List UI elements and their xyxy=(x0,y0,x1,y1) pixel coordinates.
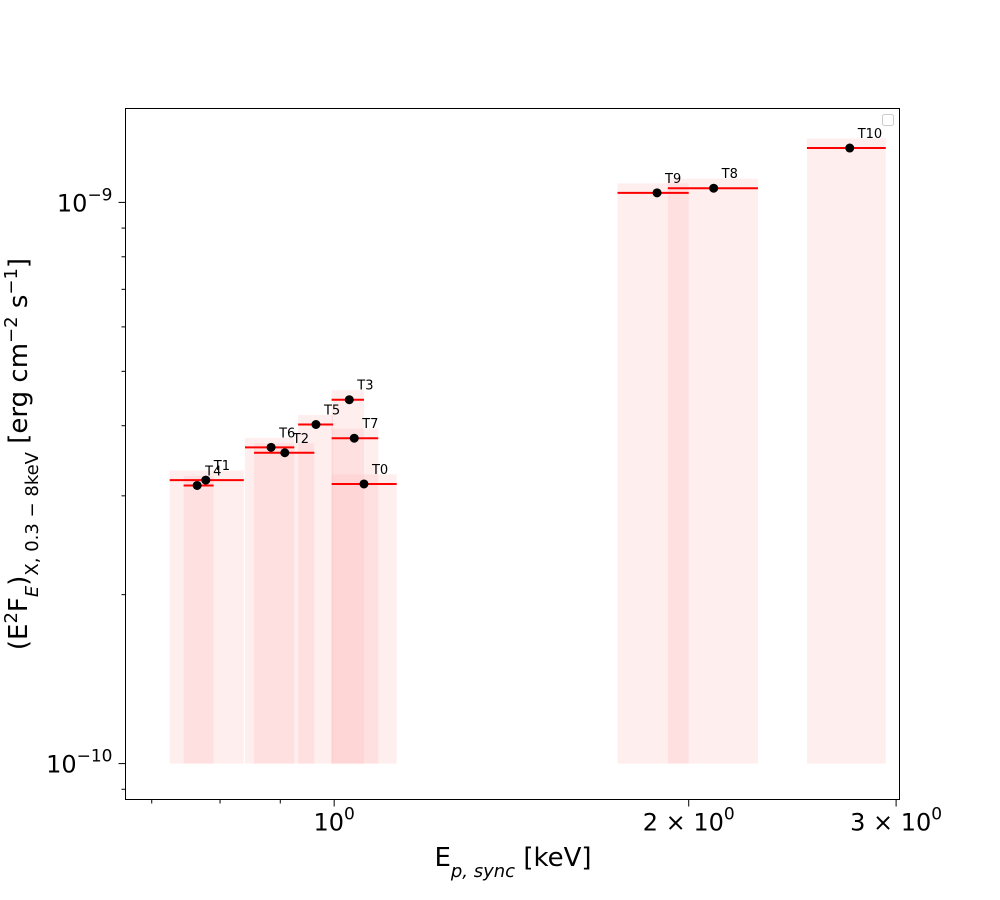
point-label-t7: T7 xyxy=(361,417,378,432)
point-label-t0: T0 xyxy=(371,463,388,478)
y-axis-ticks: 10−10 10−9 xyxy=(46,185,126,790)
error-band-t2 xyxy=(254,443,315,764)
error-band-t5 xyxy=(298,414,334,764)
x-axis-label: Ep, sync [keV] xyxy=(434,843,591,882)
point-label-t8: T8 xyxy=(721,167,738,182)
y-axis-label: (E2FE)X, 0.3 − 8keV [erg cm−2 s−1] xyxy=(1,258,43,650)
data-points xyxy=(192,143,855,490)
point-label-t6: T6 xyxy=(278,426,295,441)
y-tick-label: 10−9 xyxy=(57,185,113,217)
error-band-t0 xyxy=(331,474,397,764)
plot-frame xyxy=(125,108,900,800)
data-point-t1 xyxy=(201,475,211,485)
error-band-t9 xyxy=(617,183,689,764)
data-point-t0 xyxy=(359,479,369,489)
data-point-t9 xyxy=(652,188,662,198)
data-point-t4 xyxy=(192,480,202,490)
data-point-t7 xyxy=(349,433,359,443)
point-label-t3: T3 xyxy=(356,379,373,394)
legend-box xyxy=(882,114,894,126)
error-band-t4 xyxy=(183,475,214,764)
point-label-t2: T2 xyxy=(292,432,309,447)
data-point-t3 xyxy=(344,395,354,405)
point-labels: T0 T1 T2 T3 T4 T5 T6 T7 T8 T9 T10 xyxy=(204,127,882,479)
x-tick-label: 2 × 100 xyxy=(643,805,735,837)
error-band-t8 xyxy=(667,178,758,764)
error-bands xyxy=(169,138,886,764)
point-label-t9: T9 xyxy=(664,172,681,187)
x-tick-label: 3 × 100 xyxy=(850,805,942,837)
error-band-t1 xyxy=(169,470,244,764)
point-label-t10: T10 xyxy=(857,127,882,142)
point-label-t5: T5 xyxy=(323,404,340,419)
data-point-t10 xyxy=(845,143,855,153)
data-point-t5 xyxy=(311,420,321,430)
point-label-t1: T1 xyxy=(213,459,230,474)
x-error-bars xyxy=(169,147,886,487)
x-tick-label: 100 xyxy=(313,805,354,837)
data-point-t8 xyxy=(709,183,719,193)
x-axis-ticks: 100 2 × 100 3 × 100 xyxy=(151,799,942,837)
error-band-t3 xyxy=(331,390,364,764)
error-band-t10 xyxy=(806,138,886,764)
error-band-t6 xyxy=(244,437,295,764)
data-point-t6 xyxy=(266,442,276,452)
error-band-t7 xyxy=(331,428,379,764)
data-point-t2 xyxy=(280,448,290,458)
point-label-t4: T4 xyxy=(204,464,221,479)
y-tick-label: 10−10 xyxy=(46,747,112,779)
